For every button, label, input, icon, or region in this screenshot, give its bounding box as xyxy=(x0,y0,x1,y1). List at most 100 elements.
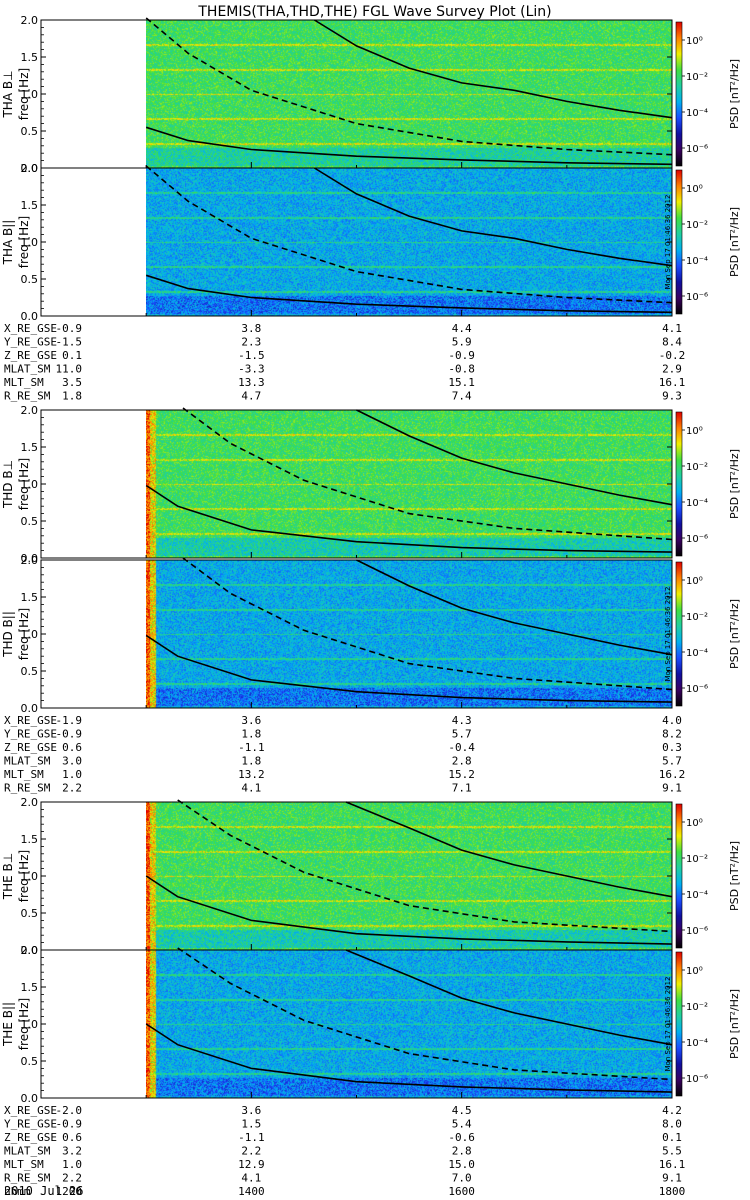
ephemeris-value: 3.8 xyxy=(241,322,261,335)
colorbar-tick-label: 10⁰ xyxy=(686,966,703,977)
y-tick-label: 0.0 xyxy=(21,552,39,565)
ephemeris-table: X_RE_GSE-2.0 3.6 4.5 4.2 Y_RE_GSE-0.9 1.5 5.4 8… xyxy=(4,1104,685,1198)
ephemeris-row-name: MLT_SM xyxy=(4,1158,44,1171)
dashed-curve xyxy=(177,799,673,933)
freq-axis-label: freq [Hz] xyxy=(17,458,31,510)
colorbar-label: PSD [nT²/Hz] xyxy=(728,599,741,669)
colorbar-tick-label: 10⁻⁶ xyxy=(686,684,708,695)
ephemeris-value: 3.6 xyxy=(241,1104,261,1117)
y-tick-label: 0.0 xyxy=(21,310,39,323)
ephemeris-value: 0.3 xyxy=(662,741,682,754)
ephemeris-value: 2.9 xyxy=(662,363,682,376)
colorbar-tick-label: 10⁻⁴ xyxy=(686,890,708,901)
ephemeris-value: 8.0 xyxy=(662,1118,682,1131)
colorbar xyxy=(675,169,683,315)
y-tick-label: 0.5 xyxy=(21,125,39,138)
spectrogram-image xyxy=(146,802,672,950)
ephemeris-value: 2.8 xyxy=(452,1145,472,1158)
ephemeris-value: 4.1 xyxy=(241,782,261,795)
ephemeris-value: 1.0 xyxy=(62,1158,82,1171)
ephemeris-value: 9.1 xyxy=(662,1172,682,1185)
spectrogram-panel: 0.0 0.5 1.0 1.5 2.0 THD B|| freq [Hz] Mon Sep 1… xyxy=(1,554,741,715)
ephemeris-value: 3.5 xyxy=(62,376,82,389)
upper-solid-curve xyxy=(345,801,673,898)
lower-solid-curve xyxy=(145,126,673,166)
ephemeris-value: -1.1 xyxy=(238,741,265,754)
y-tick-label: 1.5 xyxy=(21,981,39,994)
y-tick-label: 0.0 xyxy=(21,702,39,715)
colorbar xyxy=(675,951,683,1097)
ephemeris-value: -0.8 xyxy=(448,363,475,376)
ephemeris-value: 3.6 xyxy=(241,714,261,727)
y-tick-label: 2.0 xyxy=(21,796,39,809)
ephemeris-value: 4.7 xyxy=(241,390,261,403)
upper-solid-curve xyxy=(313,19,673,119)
dashed-curve xyxy=(182,557,673,691)
colorbar-tick-label: 10⁰ xyxy=(686,818,703,829)
ephemeris-value: -1.5 xyxy=(56,336,83,349)
y-tick-label: 1.5 xyxy=(21,833,39,846)
upper-solid-curve xyxy=(356,559,673,656)
spectrogram-panel: 0.0 0.5 1.0 1.5 2.0 THA B⊥ freq [Hz] PSD [nT²/H… xyxy=(1,14,741,175)
colorbar-label: PSD [nT²/Hz] xyxy=(728,841,741,911)
ephemeris-value: 7.0 xyxy=(452,1172,472,1185)
freq-axis-label: freq [Hz] xyxy=(17,850,31,902)
run-timestamp: Mon Sep 17 01:46:36 2012 xyxy=(664,586,672,681)
ephemeris-value: 13.3 xyxy=(238,376,265,389)
probe-label: THD B|| xyxy=(1,611,15,658)
ephemeris-value: -0.2 xyxy=(659,349,686,362)
y-tick-label: 1.0 xyxy=(21,88,39,101)
y-tick-label: 1.5 xyxy=(21,441,39,454)
lower-solid-curve xyxy=(145,274,673,314)
colorbar-tick-label: 10⁻⁴ xyxy=(686,1038,708,1049)
ephemeris-row-name: Y_RE_GSE xyxy=(4,1118,57,1131)
spectrogram-image xyxy=(146,560,672,708)
y-tick-label: 1.5 xyxy=(21,51,39,64)
ephemeris-value: 4.1 xyxy=(241,1172,261,1185)
colorbar-tick-label: 10⁰ xyxy=(686,426,703,437)
ephemeris-value: 2.3 xyxy=(241,336,261,349)
y-tick-label: 1.0 xyxy=(21,870,39,883)
ephemeris-row-name: Z_RE_GSE xyxy=(4,741,57,754)
ephemeris-value: -0.9 xyxy=(56,322,83,335)
ephemeris-value: 2.2 xyxy=(241,1145,261,1158)
ephemeris-value: 1.8 xyxy=(241,728,261,741)
y-tick-label: 0.5 xyxy=(21,1055,39,1068)
ephemeris-value: -0.6 xyxy=(448,1131,475,1144)
ephemeris-value: 4.1 xyxy=(662,322,682,335)
colorbar-tick-label: 10⁻⁶ xyxy=(686,926,708,937)
ephemeris-value: 11.0 xyxy=(56,363,83,376)
freq-axis-label: freq [Hz] xyxy=(17,68,31,120)
colorbar-tick-label: 10⁻⁴ xyxy=(686,108,708,119)
spectrogram-panel: 0.0 0.5 1.0 1.5 2.0 THE B⊥ freq [Hz] PSD [nT²/H… xyxy=(1,796,741,957)
probe-label: THE B⊥ xyxy=(1,853,15,900)
spectrogram-panel: 0.0 0.5 1.0 1.5 2.0 THE B|| freq [Hz] Mon Sep 1… xyxy=(1,944,741,1105)
y-tick-label: 1.5 xyxy=(21,199,39,212)
probe-label: THD B⊥ xyxy=(1,460,15,509)
ephemeris-row-name: X_RE_GSE xyxy=(4,1104,57,1117)
spectrogram-panel: 0.0 0.5 1.0 1.5 2.0 THA B|| freq [Hz] Mon Sep 1… xyxy=(1,162,741,323)
ephemeris-value: 3.2 xyxy=(62,1145,82,1158)
colorbar-tick-label: 10⁻⁶ xyxy=(686,292,708,303)
y-tick-label: 0.5 xyxy=(21,273,39,286)
ephemeris-value: 5.4 xyxy=(452,1118,472,1131)
ephemeris-value: -1.5 xyxy=(238,349,265,362)
ephemeris-row-name: Z_RE_GSE xyxy=(4,349,57,362)
ephemeris-value: 16.2 xyxy=(659,768,686,781)
colorbar-tick-label: 10⁻⁴ xyxy=(686,648,708,659)
y-tick-label: 0.5 xyxy=(21,515,39,528)
colorbar-tick-label: 10⁻⁴ xyxy=(686,498,708,509)
lower-solid-curve xyxy=(145,634,673,703)
ephemeris-value: 2.2 xyxy=(62,1172,82,1185)
ephemeris-value: 1400 xyxy=(238,1185,265,1198)
ephemeris-value: 4.4 xyxy=(452,322,472,335)
colorbar-tick-label: 10⁻² xyxy=(686,462,708,473)
colorbar xyxy=(675,561,683,707)
colorbar-tick-label: 10⁻² xyxy=(686,612,708,623)
ephemeris-value: 1.0 xyxy=(62,768,82,781)
ephemeris-value: 2.2 xyxy=(62,782,82,795)
ephemeris-value: 0.6 xyxy=(62,1131,82,1144)
ephemeris-value: 13.2 xyxy=(238,768,265,781)
ephemeris-row-name: R_RE_SM xyxy=(4,782,51,795)
ephemeris-value: -1.1 xyxy=(238,1131,265,1144)
